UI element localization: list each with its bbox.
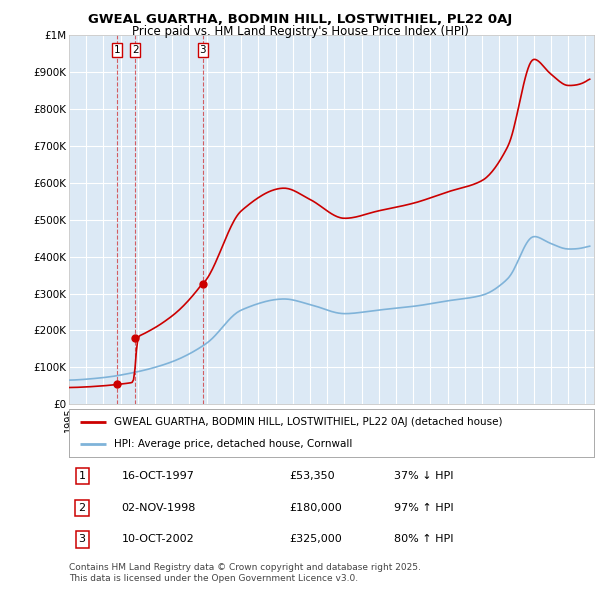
Text: £180,000: £180,000 xyxy=(290,503,342,513)
Text: HPI: Average price, detached house, Cornwall: HPI: Average price, detached house, Corn… xyxy=(113,439,352,449)
Text: 1: 1 xyxy=(114,45,121,55)
Text: 1: 1 xyxy=(79,471,86,481)
Text: 2: 2 xyxy=(79,503,86,513)
Text: 10-OCT-2002: 10-OCT-2002 xyxy=(121,535,194,545)
Text: £53,350: £53,350 xyxy=(290,471,335,481)
Text: 16-OCT-1997: 16-OCT-1997 xyxy=(121,471,194,481)
Text: 37% ↓ HPI: 37% ↓ HPI xyxy=(395,471,454,481)
Text: 80% ↑ HPI: 80% ↑ HPI xyxy=(395,535,454,545)
Text: 2: 2 xyxy=(132,45,139,55)
Text: 3: 3 xyxy=(79,535,86,545)
Text: Contains HM Land Registry data © Crown copyright and database right 2025.
This d: Contains HM Land Registry data © Crown c… xyxy=(69,563,421,583)
Text: Price paid vs. HM Land Registry's House Price Index (HPI): Price paid vs. HM Land Registry's House … xyxy=(131,25,469,38)
Text: 02-NOV-1998: 02-NOV-1998 xyxy=(121,503,196,513)
Text: GWEAL GUARTHA, BODMIN HILL, LOSTWITHIEL, PL22 0AJ: GWEAL GUARTHA, BODMIN HILL, LOSTWITHIEL,… xyxy=(88,13,512,26)
Text: 3: 3 xyxy=(200,45,206,55)
Text: 97% ↑ HPI: 97% ↑ HPI xyxy=(395,503,454,513)
Text: GWEAL GUARTHA, BODMIN HILL, LOSTWITHIEL, PL22 0AJ (detached house): GWEAL GUARTHA, BODMIN HILL, LOSTWITHIEL,… xyxy=(113,417,502,427)
Text: £325,000: £325,000 xyxy=(290,535,342,545)
